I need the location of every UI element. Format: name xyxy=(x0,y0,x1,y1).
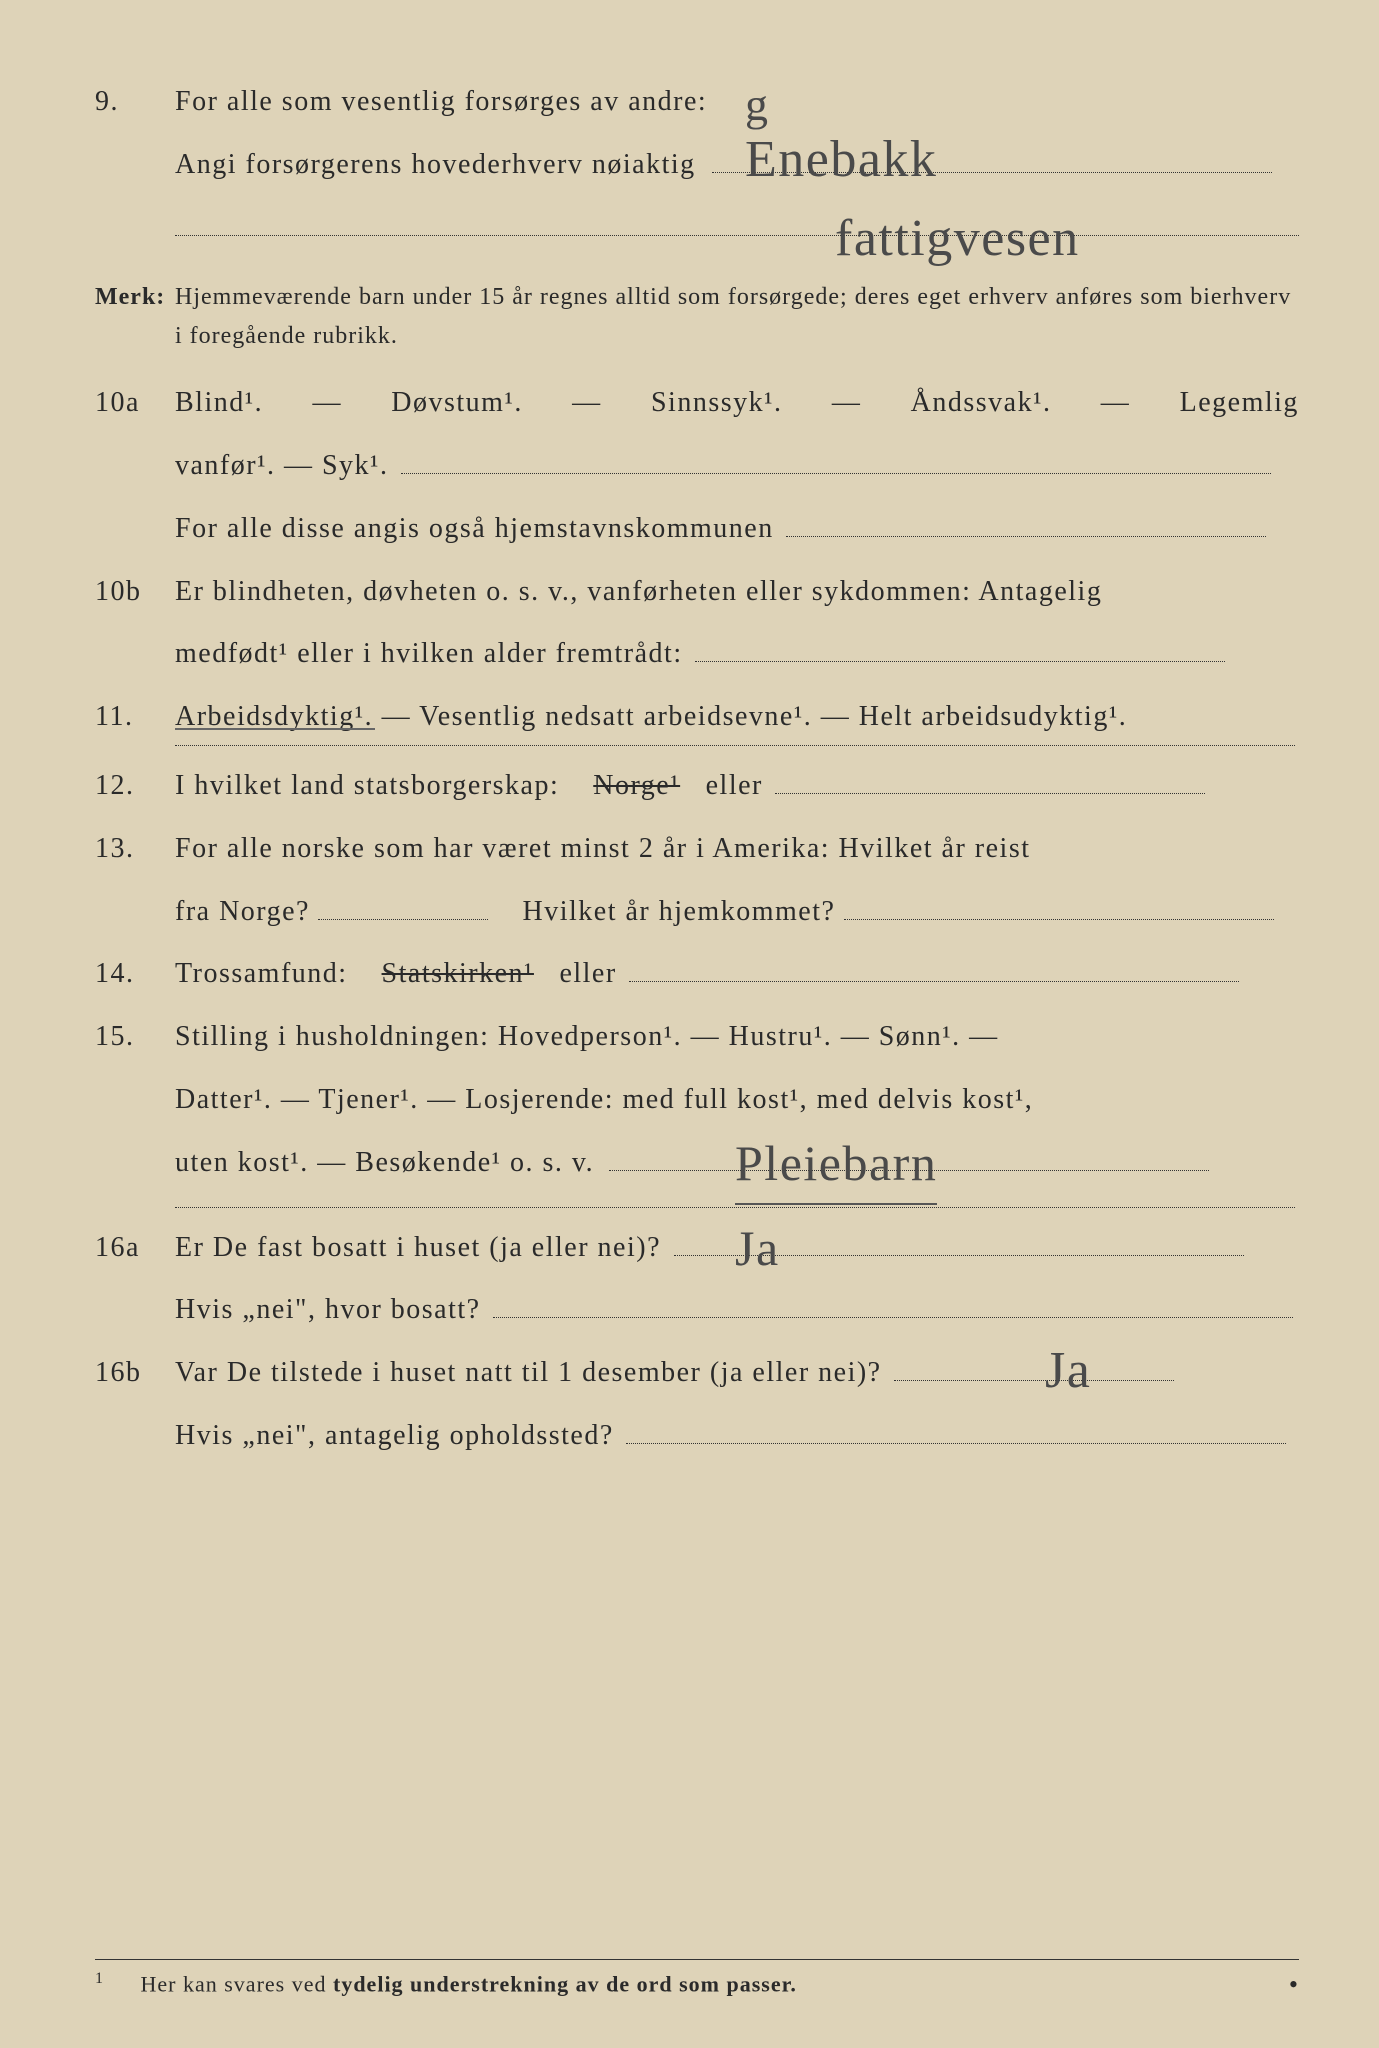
q9-line1: 9. For alle som vesentlig forsørges av a… xyxy=(95,80,1299,125)
q14-num: 14. xyxy=(95,952,175,997)
footnote-dot: • xyxy=(1289,1970,1299,2000)
q12-text: I hvilket land statsborgerskap: xyxy=(175,770,559,801)
q12-blank xyxy=(775,793,1205,794)
q15-line3: uten kost¹. — Besøkende¹ o. s. v. Pleieb… xyxy=(95,1141,1299,1186)
q11-rule xyxy=(175,744,1295,746)
footnote-num: 1 xyxy=(95,1970,104,1987)
q14-line: 14. Trossamfund: Statskirken¹ eller xyxy=(95,952,1299,997)
q9-hand1: Enebakk xyxy=(745,118,937,201)
merk-row: Merk: Hjemmeværende barn under 15 år reg… xyxy=(95,278,1299,355)
q16a-hand: Ja xyxy=(735,1208,780,1288)
q13-line1: 13. For alle norske som har været minst … xyxy=(95,827,1299,872)
q15-hand: Pleiebarn xyxy=(735,1123,937,1205)
q9-line2: Angi forsørgerens hovederhverv nøiaktig … xyxy=(95,143,1299,188)
q10b-line2: medfødt¹ eller i hvilken alder fremtrådt… xyxy=(95,632,1299,677)
q9-hand2: fattigvesen xyxy=(835,197,1080,280)
q10a-text3: For alle disse angis også hjemstavnskomm… xyxy=(175,513,774,544)
q16a-line1: 16a Er De fast bosatt i huset (ja eller … xyxy=(95,1226,1299,1271)
q10b-line1: 10b Er blindheten, døvheten o. s. v., va… xyxy=(95,570,1299,615)
q10b-text2: medfødt¹ eller i hvilken alder fremtrådt… xyxy=(175,638,683,669)
q11-num: 11. xyxy=(95,695,175,740)
footnote: 1 Her kan svares ved tydelig understrekn… xyxy=(95,1959,1299,2000)
q16a-line2: Hvis „nei", hvor bosatt? xyxy=(95,1288,1299,1333)
q16a-text1: Er De fast bosatt i huset (ja eller nei)… xyxy=(175,1232,661,1263)
q10b-text1: Er blindheten, døvheten o. s. v., vanfør… xyxy=(175,570,1299,615)
q15-text2: Datter¹. — Tjener¹. — Losjerende: med fu… xyxy=(175,1078,1299,1123)
q10a-opt2: Sinnssyk¹. xyxy=(651,381,783,426)
q15-text1: Stilling i husholdningen: Hovedperson¹. … xyxy=(175,1015,1299,1060)
q14-text: Trossamfund: xyxy=(175,958,348,989)
q16b-line2: Hvis „nei", antagelig opholdssted? xyxy=(95,1414,1299,1459)
q10a-blank xyxy=(401,473,1271,474)
q16a-blank2 xyxy=(493,1317,1293,1318)
q13-num: 13. xyxy=(95,827,175,872)
q12-num: 12. xyxy=(95,764,175,809)
q10a-opt1: Døvstum¹. xyxy=(391,381,523,426)
q10a-line2: vanfør¹. — Syk¹. xyxy=(95,444,1299,489)
q9-num: 9. xyxy=(95,80,175,125)
q9-text1: For alle som vesentlig forsørges av andr… xyxy=(175,86,707,117)
q16b-hand: Ja xyxy=(1045,1329,1091,1412)
q15-text3: uten kost¹. — Besøkende¹ o. s. v. xyxy=(175,1147,594,1178)
q12-struck: Norge¹ xyxy=(593,770,680,801)
q11-line: 11. Arbeidsdyktig¹. — Vesentlig nedsatt … xyxy=(95,695,1299,740)
q11-text: Arbeidsdyktig¹. — Vesentlig nedsatt arbe… xyxy=(175,695,1127,740)
footnote-text-a: Her kan svares ved xyxy=(141,1971,334,1996)
q16a-num: 16a xyxy=(95,1226,175,1271)
q13-text2b: Hvilket år hjemkommet? xyxy=(522,896,835,927)
q10a-line3: For alle disse angis også hjemstavnskomm… xyxy=(95,507,1299,552)
q14-after: eller xyxy=(559,958,616,989)
q10b-blank xyxy=(695,661,1225,662)
q16b-line1: 16b Var De tilstede i huset natt til 1 d… xyxy=(95,1351,1299,1396)
q16b-text2: Hvis „nei", antagelig opholdssted? xyxy=(175,1420,614,1451)
q16b-blank1 xyxy=(894,1380,1174,1381)
q9-text2: Angi forsørgerens hovederhverv nøiaktig xyxy=(175,149,696,180)
q16b-text1: Var De tilstede i huset natt til 1 desem… xyxy=(175,1357,882,1388)
q12-after: eller xyxy=(706,770,763,801)
q14-struck: Statskirken¹ xyxy=(382,958,534,989)
q13-text2a: fra Norge? xyxy=(175,896,310,927)
q10b-num: 10b xyxy=(95,570,175,615)
q16b-blank2 xyxy=(626,1443,1286,1444)
q10a-opt0: Blind¹. xyxy=(175,381,263,426)
q15-line1: 15. Stilling i husholdningen: Hovedperso… xyxy=(95,1015,1299,1060)
q9-line3: fattigvesen xyxy=(95,206,1299,251)
q13-line2: fra Norge? Hvilket år hjemkommet? xyxy=(95,890,1299,935)
q12-line: 12. I hvilket land statsborgerskap: Norg… xyxy=(95,764,1299,809)
form-page: 9. For alle som vesentlig forsørges av a… xyxy=(0,0,1379,2048)
q10a-num: 10a xyxy=(95,381,175,426)
q10a-line1: 10a Blind¹.— Døvstum¹.— Sinnssyk¹.— Ånds… xyxy=(95,381,1299,426)
q10a-opt3: Åndssvak¹. xyxy=(911,381,1052,426)
merk-text: Hjemmeværende barn under 15 år regnes al… xyxy=(175,278,1299,355)
q15-num: 15. xyxy=(95,1015,175,1060)
q10a-text2: vanfør¹. — Syk¹. xyxy=(175,450,388,481)
q14-blank xyxy=(629,981,1239,982)
q13-text1: For alle norske som har været minst 2 år… xyxy=(175,827,1299,872)
q13-blank2 xyxy=(844,919,1274,920)
q10a-opt4: Legemlig xyxy=(1180,381,1299,426)
q10a-blank2 xyxy=(786,536,1266,537)
footnote-text-b: tydelig understrekning av de ord som pas… xyxy=(333,1971,797,1996)
q13-blank1 xyxy=(318,919,488,920)
q16a-text2: Hvis „nei", hvor bosatt? xyxy=(175,1294,481,1325)
q15-line2: Datter¹. — Tjener¹. — Losjerende: med fu… xyxy=(95,1078,1299,1123)
merk-label: Merk: xyxy=(95,278,175,316)
q11-underline xyxy=(175,728,1299,730)
q9-blank2: fattigvesen xyxy=(175,235,1299,236)
q16b-num: 16b xyxy=(95,1351,175,1396)
